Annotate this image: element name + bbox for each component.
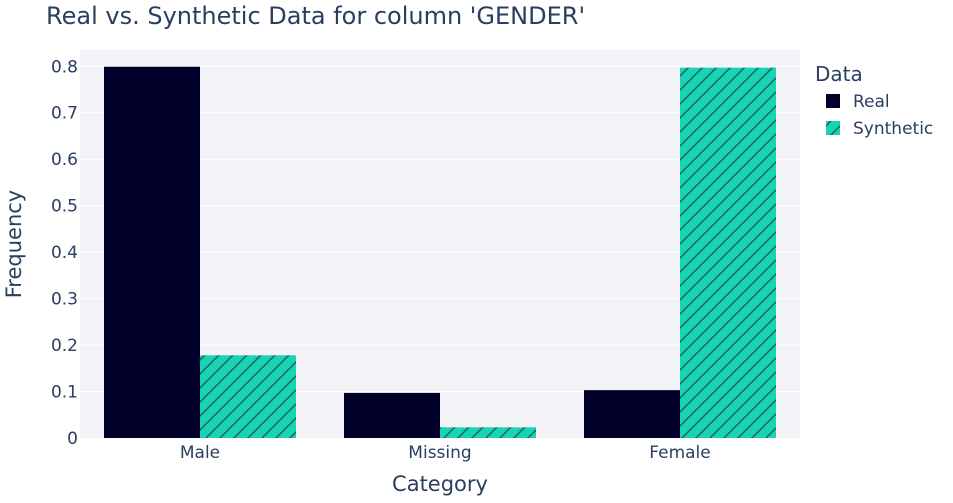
legend-swatch [826, 94, 840, 108]
bar-synthetic-male[interactable] [200, 355, 296, 438]
y-axis-ticks: 0 0.1 0.2 0.3 0.4 0.5 0.6 0.7 0.8 [51, 57, 78, 449]
x-tick-label: Male [180, 443, 220, 463]
y-tick-label: 0.3 [51, 290, 78, 310]
bar-synthetic-missing[interactable] [440, 427, 536, 438]
y-tick-label: 0 [67, 429, 78, 449]
x-axis-label: Category [392, 472, 488, 496]
y-tick-label: 0.8 [51, 57, 78, 77]
legend[interactable]: Data Real Synthetic [815, 62, 933, 139]
bar-real-male[interactable] [104, 66, 200, 438]
x-tick-label: Female [649, 443, 710, 463]
y-tick-label: 0.6 [51, 150, 78, 170]
legend-label: Synthetic [853, 119, 933, 139]
y-tick-label: 0.7 [51, 104, 78, 124]
y-tick-label: 0.4 [51, 243, 78, 263]
legend-item-synthetic[interactable]: Synthetic [826, 119, 933, 139]
x-axis-ticks: Male Missing Female [180, 443, 711, 463]
legend-item-real[interactable]: Real [826, 92, 890, 112]
bars [104, 66, 776, 439]
bar-real-female[interactable] [584, 390, 680, 438]
x-tick-label: Missing [408, 443, 471, 463]
chart-title: Real vs. Synthetic Data for column 'GEND… [46, 2, 585, 30]
legend-swatch [826, 121, 840, 135]
y-tick-label: 0.5 [51, 197, 78, 217]
bar-synthetic-female[interactable] [680, 67, 776, 439]
legend-label: Real [853, 92, 890, 112]
legend-title: Data [815, 62, 863, 86]
y-tick-label: 0.2 [51, 336, 78, 356]
y-tick-label: 0.1 [51, 383, 78, 403]
bar-real-missing[interactable] [344, 392, 440, 438]
y-axis-label: Frequency [2, 190, 26, 299]
